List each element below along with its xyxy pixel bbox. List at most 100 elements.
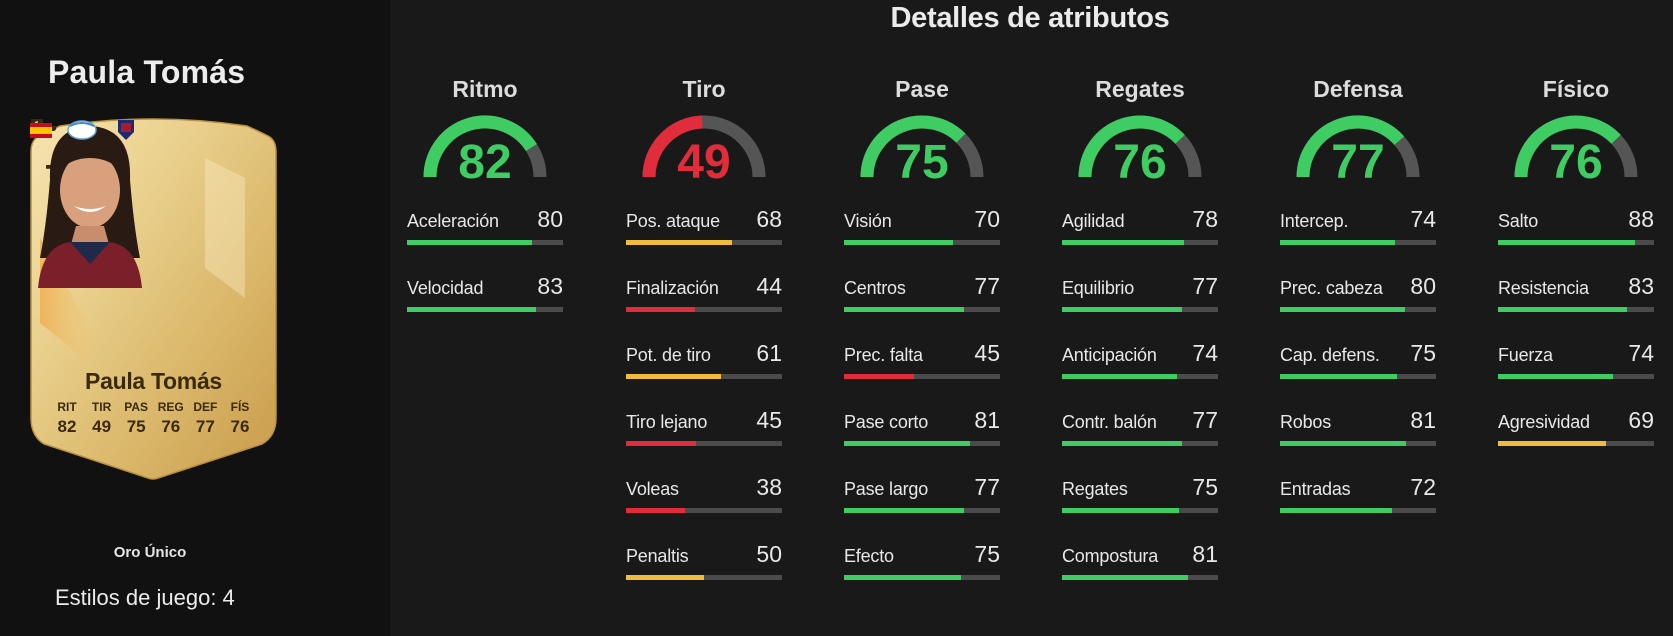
stat-label: Regates xyxy=(1062,479,1128,499)
stat-row[interactable]: Agilidad 78 xyxy=(1062,206,1218,278)
stat-label: Efecto xyxy=(844,546,894,566)
stat-bar-fill xyxy=(626,441,697,446)
stat-row[interactable]: Cap. defens. 75 xyxy=(1280,340,1436,412)
stat-bar-fill xyxy=(626,575,704,580)
stat-row[interactable]: Efecto 75 xyxy=(844,541,1000,613)
stat-value: 45 xyxy=(974,340,1000,366)
stat-bar-fill xyxy=(626,374,722,379)
stat-bar-fill xyxy=(1498,240,1636,245)
stat-bar-fill xyxy=(844,441,971,446)
stat-bar-fill xyxy=(1062,307,1183,312)
stat-bar xyxy=(844,508,1000,513)
stat-row[interactable]: Centros 77 xyxy=(844,273,1000,345)
stat-value: 88 xyxy=(1628,206,1654,232)
stat-bar-fill xyxy=(1062,240,1184,245)
stat-value: 77 xyxy=(1192,273,1218,299)
card-stat: DEF 77 xyxy=(193,400,218,436)
card-stat: FÍS 76 xyxy=(230,400,250,436)
stat-row[interactable]: Salto 88 xyxy=(1498,206,1654,278)
stat-value: 83 xyxy=(537,273,563,299)
stat-row[interactable]: Robos 81 xyxy=(1280,407,1436,479)
stat-row[interactable]: Pos. ataque 68 xyxy=(626,206,782,278)
stat-row[interactable]: Tiro lejano 45 xyxy=(626,407,782,479)
details-title: Detalles de atributos xyxy=(890,2,1170,34)
stat-value: 70 xyxy=(974,206,1000,232)
stat-bar xyxy=(1062,441,1218,446)
stat-value: 74 xyxy=(1192,340,1218,366)
stat-row[interactable]: Prec. falta 45 xyxy=(844,340,1000,412)
stat-row[interactable]: Contr. balón 77 xyxy=(1062,407,1218,479)
stat-value: 75 xyxy=(1410,340,1436,366)
player-name: Paula Tomás xyxy=(48,54,246,90)
stat-row[interactable]: Equilibrio 77 xyxy=(1062,273,1218,345)
stat-label: Finalización xyxy=(626,278,719,298)
card-stat: RIT 82 xyxy=(57,400,77,436)
stat-bar-fill xyxy=(1062,575,1189,580)
stat-bar-fill xyxy=(844,575,961,580)
stat-row[interactable]: Compostura 81 xyxy=(1062,541,1218,613)
stat-value: 81 xyxy=(974,407,1000,433)
stat-label: Intercep. xyxy=(1280,211,1349,231)
stat-bar xyxy=(407,240,563,245)
stat-bar xyxy=(844,240,1000,245)
stat-bar-fill xyxy=(1498,307,1628,312)
stat-bar-fill xyxy=(1280,441,1407,446)
stat-row[interactable]: Fuerza 74 xyxy=(1498,340,1654,412)
gauge-arc xyxy=(860,115,984,178)
stat-row[interactable]: Regates 75 xyxy=(1062,474,1218,546)
stat-bar xyxy=(626,307,782,312)
stat-row[interactable]: Resistencia 83 xyxy=(1498,273,1654,345)
gauge-fill xyxy=(1514,115,1621,178)
stat-label: Agilidad xyxy=(1062,211,1125,231)
stat-row[interactable]: Entradas 72 xyxy=(1280,474,1436,546)
stat-row[interactable]: Anticipación 74 xyxy=(1062,340,1218,412)
stat-value: 78 xyxy=(1192,206,1218,232)
gauge-arc xyxy=(1296,115,1420,178)
stat-row[interactable]: Velocidad 83 xyxy=(407,273,563,345)
stat-row[interactable]: Prec. cabeza 80 xyxy=(1280,273,1436,345)
stat-row[interactable]: Visión 70 xyxy=(844,206,1000,278)
category-title: Físico xyxy=(1542,76,1610,102)
stat-row[interactable]: Penaltis 50 xyxy=(626,541,782,613)
stat-bar xyxy=(1280,374,1436,379)
stat-value: 45 xyxy=(756,407,782,433)
stat-label: Salto xyxy=(1498,211,1539,231)
category-gauge: 76 xyxy=(1498,109,1654,191)
stat-label: Pase corto xyxy=(844,412,929,432)
stat-row[interactable]: Aceleración 80 xyxy=(407,206,563,278)
stat-label: Robos xyxy=(1280,412,1332,432)
stat-list: Pos. ataque 68 Finalización 44 Pot. de tiro 6… xyxy=(626,206,782,613)
stat-label: Agresividad xyxy=(1498,412,1590,432)
spain-flag-icon xyxy=(30,123,52,138)
stat-bar-fill xyxy=(626,508,686,513)
stat-row[interactable]: Voleas 38 xyxy=(626,474,782,546)
liga-f-logo-icon xyxy=(67,120,97,140)
stat-label: Resistencia xyxy=(1498,278,1589,298)
stat-row[interactable]: Pot. de tiro 61 xyxy=(626,340,782,412)
stat-row[interactable]: Intercep. 74 xyxy=(1280,206,1436,278)
stat-bar xyxy=(1062,307,1218,312)
playstyles-count[interactable]: Estilos de juego: 4 xyxy=(55,585,235,610)
stat-bar xyxy=(1062,374,1218,379)
stat-bar xyxy=(626,575,782,580)
player-panel: Paula Tomás 79 LI xyxy=(0,0,390,636)
attribute-column-4: Defensa 77 Intercep. 74 Prec. cabeza 80 Cap. d… xyxy=(1280,76,1436,546)
stat-row[interactable]: Pase largo 77 xyxy=(844,474,1000,546)
stat-value: 80 xyxy=(537,206,563,232)
stat-row[interactable]: Finalización 44 xyxy=(626,273,782,345)
stat-value: 74 xyxy=(1628,340,1654,366)
stat-row[interactable]: Pase corto 81 xyxy=(844,407,1000,479)
gauge-fill xyxy=(1296,115,1405,178)
stat-row[interactable]: Agresividad 69 xyxy=(1498,407,1654,479)
stat-label: Compostura xyxy=(1062,546,1159,566)
stat-value: 80 xyxy=(1410,273,1436,299)
stat-value: 44 xyxy=(756,273,782,299)
stat-bar-fill xyxy=(844,508,965,513)
stat-label: Tiro lejano xyxy=(626,412,708,432)
stat-bar xyxy=(626,441,782,446)
stat-bar xyxy=(626,240,782,245)
stat-value: 61 xyxy=(756,340,782,366)
category-title: Ritmo xyxy=(452,76,518,102)
card-stat: TIR 49 xyxy=(91,400,112,436)
